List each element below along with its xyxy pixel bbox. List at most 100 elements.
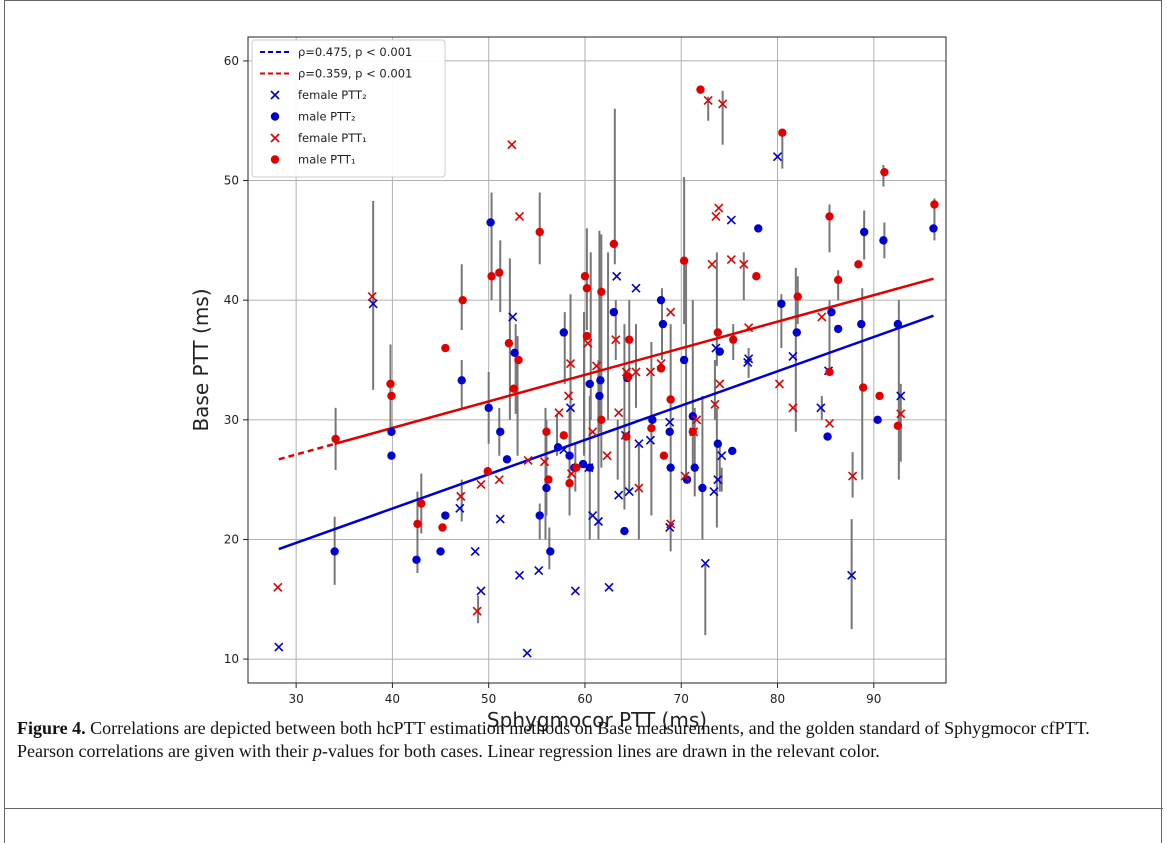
dot-point [659, 451, 669, 460]
figure-frame [4, 0, 1163, 843]
dot-point [825, 212, 834, 221]
marker-stroke [848, 471, 858, 481]
marker-stroke [495, 514, 505, 524]
dot-point [665, 427, 674, 436]
dot-point [457, 376, 466, 385]
x-point [274, 642, 284, 652]
marker-stroke [665, 417, 675, 427]
legend-marker-swatch [270, 133, 280, 143]
legend-entry-label: female PTT₂ [298, 88, 367, 102]
x-point [774, 379, 785, 389]
caption-divider [5, 808, 1163, 809]
marker-stroke [270, 133, 280, 143]
x-point [494, 475, 504, 485]
dot-point [728, 446, 737, 456]
x-point [718, 99, 728, 109]
dot-point [387, 427, 396, 436]
marker-stroke [714, 203, 724, 213]
x-point [611, 335, 621, 345]
x-tick-label: 90 [866, 692, 881, 706]
y-axis-label: Base PTT (ms) [189, 288, 213, 431]
x-tick-label: 70 [674, 692, 689, 706]
dot-point [666, 395, 675, 404]
marker-stroke [666, 307, 676, 317]
x-point [591, 361, 602, 371]
x-tick-label: 30 [288, 692, 303, 706]
x-point [739, 259, 749, 269]
marker-stroke [614, 490, 624, 500]
marker-stroke [709, 487, 719, 497]
dot-point [929, 224, 938, 233]
x-point [612, 271, 622, 281]
marker-stroke [604, 582, 614, 592]
marker-stroke [507, 140, 517, 150]
dot-point [666, 463, 675, 472]
marker-stroke [367, 292, 377, 302]
marker-stroke [514, 211, 525, 222]
dot-point [679, 355, 689, 365]
x-point [570, 586, 580, 596]
dot-point [544, 475, 553, 484]
dot-point [729, 335, 738, 344]
x-axis-label: Sphygmocor PTT (ms) [487, 708, 707, 732]
dot-point [495, 268, 504, 277]
marker-stroke [539, 457, 550, 467]
marker-stroke [774, 379, 785, 389]
legend: ρ=0.475, p < 0.001 ρ=0.359, p < 0.001 fema… [251, 39, 446, 178]
x-point [711, 211, 721, 222]
dot-point [597, 287, 606, 297]
caption-text-2: -values for both cases. Linear regressio… [321, 741, 880, 761]
dot-point [679, 256, 689, 265]
dot-point [502, 455, 512, 464]
y-tick-label: 20 [224, 532, 239, 546]
x-point [522, 648, 532, 658]
dot-point [509, 384, 518, 393]
x-point [847, 570, 857, 580]
marker-stroke [634, 483, 644, 493]
dot-point [582, 284, 592, 293]
x-point [508, 312, 518, 322]
x-point [824, 418, 835, 428]
dot-point [496, 427, 505, 436]
y-tick-label: 10 [224, 652, 239, 666]
marker-stroke [896, 409, 906, 419]
legend-entry-label: male PTT₁ [298, 153, 356, 167]
x-point [476, 479, 486, 489]
legend-marker-swatch [270, 155, 280, 164]
dot-point [622, 432, 631, 441]
legend-entry-label: male PTT₂ [298, 110, 356, 124]
dot-point [559, 431, 568, 440]
dot-point [778, 128, 787, 137]
dot-point [553, 443, 563, 452]
dot-point [387, 451, 396, 460]
marker-stroke [744, 323, 754, 333]
x-point [514, 570, 525, 580]
marker-stroke [744, 354, 754, 364]
marker-stroke [739, 259, 749, 269]
marker-stroke [614, 408, 624, 418]
dot-point [412, 555, 421, 564]
dot-point [386, 379, 395, 389]
regression-line [278, 314, 934, 551]
dot-point [682, 475, 692, 484]
x-point [713, 475, 723, 485]
dot-point [596, 376, 605, 385]
dot-point [609, 239, 619, 249]
dot-point [875, 391, 884, 401]
legend-marker-swatch [270, 112, 280, 121]
x-point [715, 379, 725, 389]
x-point [726, 254, 736, 265]
dot-point [458, 295, 467, 305]
legend-box [251, 39, 446, 178]
marker-stroke [624, 487, 634, 497]
dot-point [559, 328, 568, 337]
dot-point [823, 432, 832, 441]
marker-stroke [713, 475, 723, 485]
caption-italic-p: p [312, 741, 322, 761]
marker-stroke [692, 415, 702, 425]
x-point [816, 403, 826, 413]
dot-point [585, 463, 594, 472]
dot-point [387, 391, 396, 401]
dot-point [565, 479, 574, 488]
dot-point [487, 272, 496, 281]
